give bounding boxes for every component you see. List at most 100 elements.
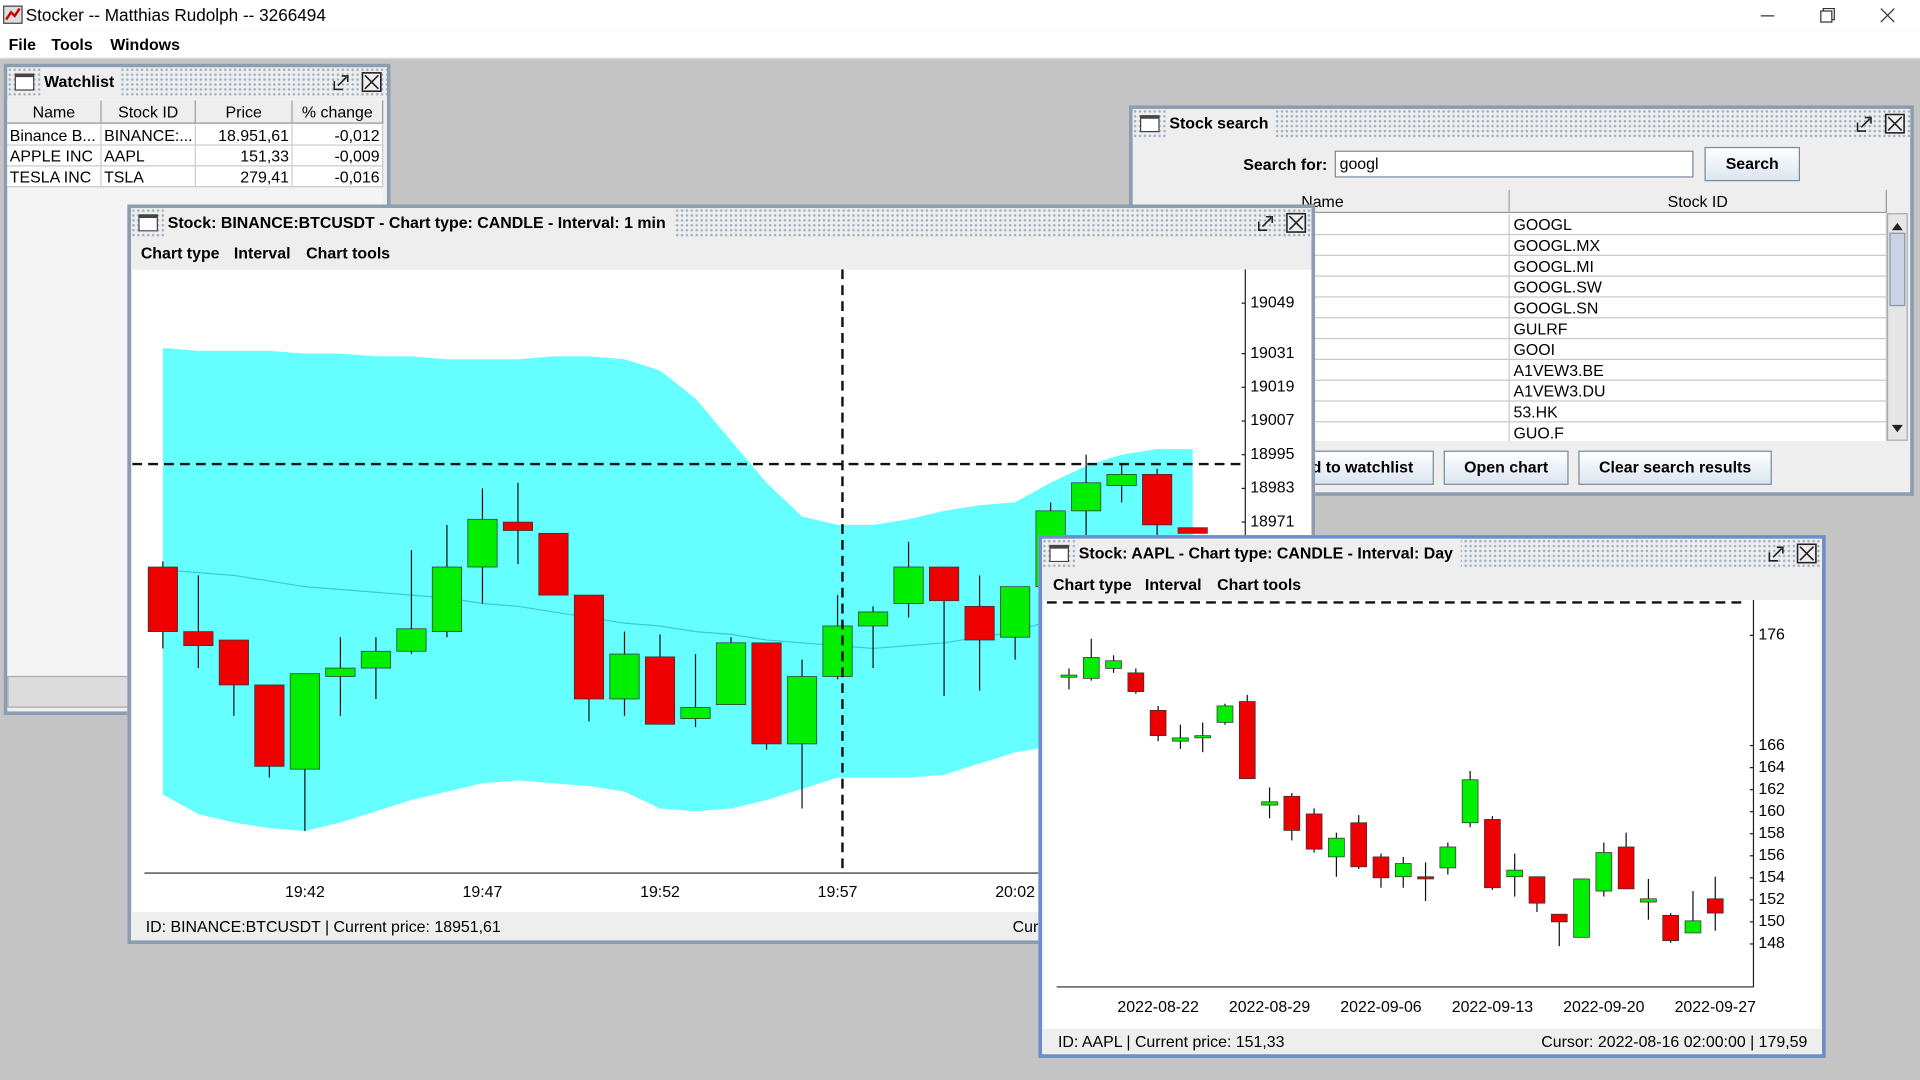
table-cell[interactable]: -0,012	[292, 124, 384, 146]
candle-body	[1194, 735, 1212, 739]
candle-body	[1142, 473, 1173, 526]
app-icon	[3, 5, 23, 24]
menu-item[interactable]: Tools	[51, 35, 93, 54]
search-button[interactable]: Search	[1704, 146, 1800, 182]
candle-body	[1506, 869, 1524, 878]
table-cell[interactable]: AAPL	[101, 145, 196, 167]
scroll-thumb[interactable]	[1889, 232, 1906, 307]
table-cell[interactable]: -0,009	[292, 145, 384, 167]
menu-item[interactable]: Windows	[110, 35, 180, 54]
chart-menu-item[interactable]: Interval	[233, 243, 291, 263]
candle-body	[1261, 801, 1278, 806]
stock-id-cell[interactable]: GUO.F	[1510, 422, 1887, 441]
column-header: Stock ID	[1509, 189, 1887, 214]
chart-menu-item[interactable]: Chart tools	[1217, 575, 1302, 594]
action-button[interactable]: Open chart	[1443, 450, 1569, 485]
table-cell[interactable]: Binance B...	[7, 124, 102, 146]
candle-body	[1550, 913, 1568, 923]
candle-body	[751, 642, 782, 745]
arrow-down	[1891, 424, 1903, 433]
name-cell	[1136, 422, 1510, 441]
table-cell[interactable]: 151,33	[195, 145, 293, 167]
chart-menu-item[interactable]: Chart type	[1053, 575, 1132, 594]
app-title: Stocker -- Matthias Rudolph -- 3266494	[25, 4, 326, 25]
arrow-up	[1891, 222, 1903, 231]
chart-menu-item[interactable]: Chart type	[140, 243, 220, 263]
table-cell[interactable]: 18.951,61	[195, 124, 293, 146]
candle-body	[1149, 709, 1167, 737]
candle-body	[1372, 856, 1390, 879]
frame-title: Watchlist	[40, 67, 122, 97]
frame-icon	[1140, 115, 1160, 133]
name-cell	[1136, 360, 1510, 381]
candle-body	[325, 667, 356, 677]
stock-id-cell[interactable]: GOOGL.MX	[1509, 235, 1887, 256]
y-tick-label: 18971	[1250, 513, 1294, 530]
y-tick-label: 158	[1758, 825, 1785, 842]
candle-body	[1105, 660, 1122, 669]
table-cell[interactable]: APPLE INC	[7, 145, 102, 167]
candle-body	[1662, 914, 1680, 942]
candle-body	[396, 628, 427, 652]
table-cell[interactable]: TESLA INC	[7, 166, 102, 188]
icon-shape	[5, 7, 21, 21]
menu-item[interactable]: File	[8, 35, 37, 54]
candle-body	[1484, 819, 1501, 889]
candle-body	[1000, 586, 1031, 638]
scroll-arrows[interactable]	[1887, 213, 1908, 441]
search-field[interactable]: googl	[1334, 150, 1694, 178]
iconify-button	[1257, 215, 1274, 231]
frame-icon	[1049, 544, 1069, 563]
candle-body	[964, 605, 995, 641]
candle-body	[822, 625, 853, 677]
y-tick-label: 166	[1758, 737, 1785, 754]
status-text: ID: BINANCE:BTCUSDT | Current price: 189…	[145, 917, 501, 936]
price-chart: 2022-08-22 2022-08-29 2022-09-06 2022-09-13…	[1043, 600, 1821, 1029]
name-cell	[1136, 214, 1510, 236]
candle-body	[1127, 672, 1145, 692]
y-tick-label: 152	[1758, 891, 1785, 908]
x-tick-label: 2022-09-27	[1675, 999, 1757, 1016]
stock-id-cell[interactable]: GULRF	[1509, 318, 1887, 340]
column-header: Price	[195, 100, 293, 124]
stock-id-cell[interactable]: GOOI	[1509, 339, 1887, 360]
candle-body	[467, 518, 498, 568]
table-cell[interactable]: BINANCE:...	[101, 124, 196, 146]
chart-menu-item[interactable]: Chart tools	[306, 243, 391, 263]
candle-body	[644, 656, 676, 725]
close-button[interactable]	[1880, 8, 1895, 23]
candle-body	[1082, 657, 1100, 679]
table-cell[interactable]: -0,016	[292, 166, 384, 188]
candle-body	[1617, 846, 1635, 890]
table-cell[interactable]: TSLA	[101, 166, 196, 188]
stock-id-cell[interactable]: 53.HK	[1509, 401, 1887, 423]
frame-buttons	[1257, 212, 1307, 233]
y-tick-label: 160	[1758, 803, 1785, 820]
cursor-text: Cursor: 2022-08-16 02:00:00 | 179,59	[1541, 1032, 1808, 1051]
x-tick-label: 2022-08-22	[1117, 999, 1199, 1016]
name-cell	[1136, 276, 1510, 298]
stock-id-cell[interactable]: GOOGL.MI	[1509, 255, 1887, 277]
stock-id-cell[interactable]: GOOGL	[1509, 214, 1887, 236]
stock-id-cell[interactable]: A1VEW3.DU	[1509, 380, 1887, 402]
column-header: Name	[7, 100, 102, 124]
close-glyph	[364, 74, 379, 90]
candle-body	[360, 650, 391, 669]
candle-body	[147, 566, 178, 632]
frame-title: Stock: AAPL - Chart type: CANDLE - Inter…	[1075, 538, 1461, 569]
restore-button[interactable]	[1820, 10, 1833, 23]
stock-id-cell[interactable]: GOOGL.SW	[1509, 276, 1887, 298]
candle-body	[893, 566, 924, 604]
candle-body	[1106, 473, 1137, 486]
stock-id-cell[interactable]: A1VEW3.BE	[1509, 360, 1887, 381]
table-cell[interactable]: 279,41	[195, 166, 293, 188]
iconify-button	[333, 75, 349, 91]
y-tick-label: 154	[1758, 869, 1785, 886]
candle-body	[1328, 837, 1345, 858]
action-button[interactable]: Clear search results	[1578, 450, 1772, 485]
stock-id-cell[interactable]: GOOGL.SN	[1509, 297, 1887, 319]
candle-body	[431, 566, 463, 632]
plot-background	[1043, 600, 1821, 1029]
chart-menu-item[interactable]: Interval	[1144, 575, 1202, 594]
